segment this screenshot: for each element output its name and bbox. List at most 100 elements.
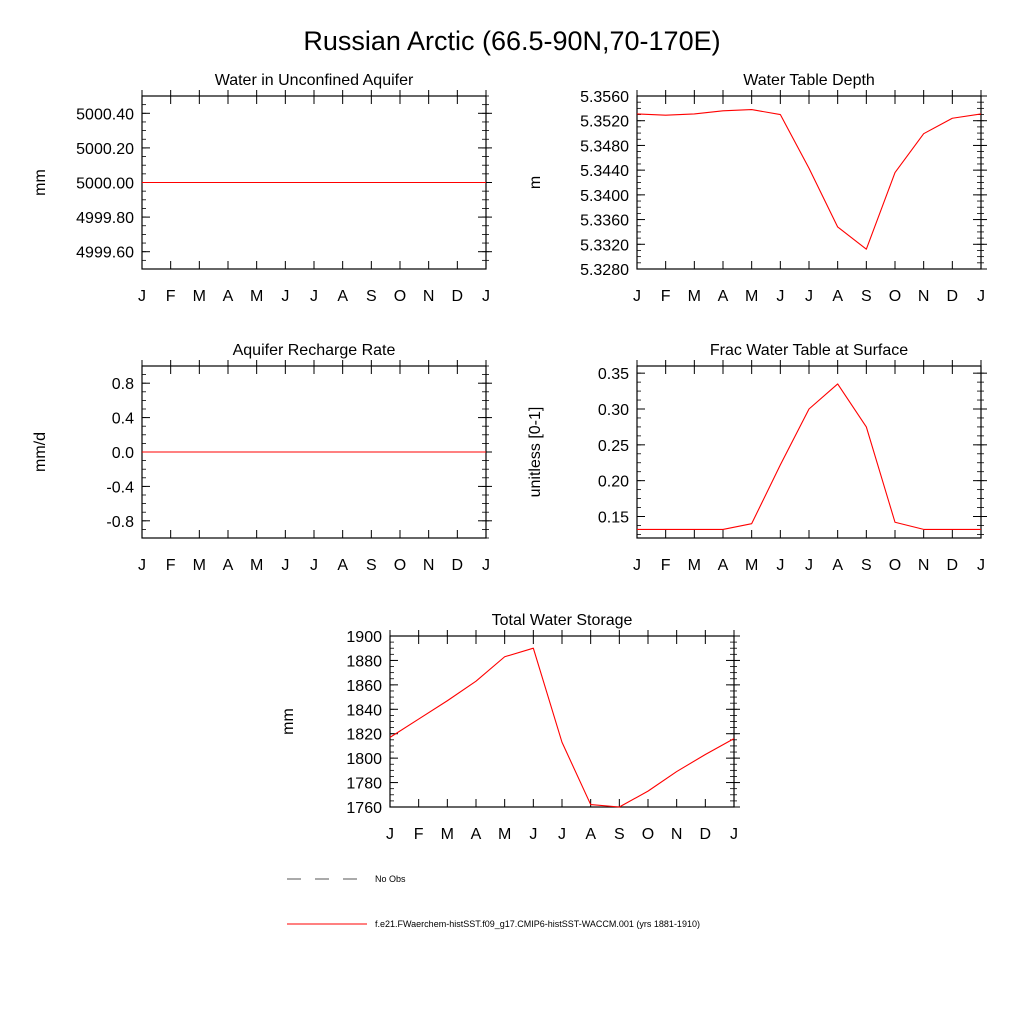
y-tick-label: 5.3520 [580, 114, 629, 131]
y-tick-label: 1860 [346, 678, 382, 695]
x-tick-label: M [250, 557, 263, 574]
x-tick-label: S [366, 557, 377, 574]
x-tick-label: M [498, 826, 511, 843]
x-tick-label: J [977, 557, 985, 574]
y-tick-label: 0.15 [598, 510, 629, 527]
x-tick-label: J [730, 826, 738, 843]
x-tick-label: F [414, 826, 424, 843]
y-tick-label: 1880 [346, 653, 382, 670]
x-tick-label: F [166, 288, 176, 305]
x-tick-label: J [805, 557, 813, 574]
x-tick-label: A [718, 288, 729, 305]
y-tick-label: 5000.20 [76, 141, 134, 158]
y-tick-label: 0.30 [598, 402, 629, 419]
y-tick-label: 0.8 [112, 376, 134, 393]
x-tick-label: A [832, 288, 843, 305]
x-tick-label: F [661, 557, 671, 574]
plot-frame [389, 635, 735, 808]
x-tick-label: J [281, 288, 289, 305]
x-tick-label: J [977, 288, 985, 305]
page-title: Russian Arctic (66.5-90N,70-170E) [303, 26, 720, 56]
x-tick-label: N [423, 557, 435, 574]
x-tick-label: J [138, 557, 146, 574]
series-line [636, 109, 982, 250]
series-line [389, 647, 735, 808]
x-tick-label: F [661, 288, 671, 305]
x-tick-label: J [482, 288, 490, 305]
x-tick-label: O [889, 288, 901, 305]
x-tick-label: D [947, 288, 959, 305]
chart-frac-water-table: Frac Water Table at Surface unitless [0-1… [527, 342, 987, 574]
y-tick-label: 0.35 [598, 366, 629, 383]
y-tick-label: 5000.40 [76, 106, 134, 123]
x-tick-label: J [482, 557, 490, 574]
x-tick-label: D [452, 557, 464, 574]
x-tick-label: D [947, 557, 959, 574]
y-axis-label: mm/d [32, 432, 49, 472]
x-tick-label: O [394, 557, 406, 574]
y-tick-label: 5.3440 [580, 163, 629, 180]
y-tick-label: 1800 [346, 751, 382, 768]
y-tick-label: 5.3360 [580, 213, 629, 230]
x-tick-label: A [471, 826, 482, 843]
x-tick-label: A [585, 826, 596, 843]
x-tick-label: O [642, 826, 654, 843]
legend-model-label: f.e21.FWaerchem-histSST.f09_g17.CMIP6-hi… [375, 919, 700, 929]
x-tick-label: J [633, 288, 641, 305]
y-tick-label: 4999.60 [76, 245, 134, 262]
x-tick-label: M [688, 288, 701, 305]
x-tick-label: J [529, 826, 537, 843]
chart-title: Frac Water Table at Surface [710, 342, 908, 359]
x-tick-label: S [366, 288, 377, 305]
y-tick-label: 0.0 [112, 445, 134, 462]
chart-title: Aquifer Recharge Rate [233, 342, 396, 359]
x-tick-label: D [452, 288, 464, 305]
x-tick-label: F [166, 557, 176, 574]
y-tick-label: 1900 [346, 629, 382, 646]
x-tick-label: O [889, 557, 901, 574]
x-tick-label: M [193, 288, 206, 305]
y-tick-label: 4999.80 [76, 210, 134, 227]
legend-obs-label: No Obs [375, 874, 406, 884]
y-tick-label: 5.3560 [580, 89, 629, 106]
x-tick-label: M [250, 288, 263, 305]
x-tick-label: O [394, 288, 406, 305]
x-tick-label: S [861, 557, 872, 574]
x-tick-label: N [918, 288, 930, 305]
y-axis-label: unitless [0-1] [527, 407, 544, 498]
legend: No Obs f.e21.FWaerchem-histSST.f09_g17.C… [287, 874, 700, 929]
x-tick-label: J [386, 826, 394, 843]
plot-frame [636, 95, 982, 270]
x-tick-label: M [688, 557, 701, 574]
x-tick-label: J [805, 288, 813, 305]
x-tick-label: A [223, 557, 234, 574]
x-tick-label: J [558, 826, 566, 843]
x-tick-label: M [745, 288, 758, 305]
x-tick-label: S [614, 826, 625, 843]
y-tick-label: 0.20 [598, 474, 629, 491]
y-tick-label: 1820 [346, 727, 382, 744]
y-tick-label: 5.3400 [580, 188, 629, 205]
chart-title: Water Table Depth [743, 72, 875, 89]
y-tick-label: 1760 [346, 800, 382, 817]
x-tick-label: N [423, 288, 435, 305]
chart-title: Water in Unconfined Aquifer [215, 72, 414, 89]
chart-title: Total Water Storage [492, 612, 633, 629]
y-tick-label: 1840 [346, 702, 382, 719]
x-tick-label: D [700, 826, 712, 843]
x-tick-label: A [337, 557, 348, 574]
y-axis-label: mm [280, 708, 297, 735]
plot-frame [636, 365, 982, 539]
x-tick-label: J [776, 557, 784, 574]
y-tick-label: -0.4 [106, 479, 134, 496]
x-tick-label: J [138, 288, 146, 305]
x-tick-label: A [337, 288, 348, 305]
x-tick-label: A [223, 288, 234, 305]
y-tick-label: 0.25 [598, 438, 629, 455]
x-tick-label: J [281, 557, 289, 574]
